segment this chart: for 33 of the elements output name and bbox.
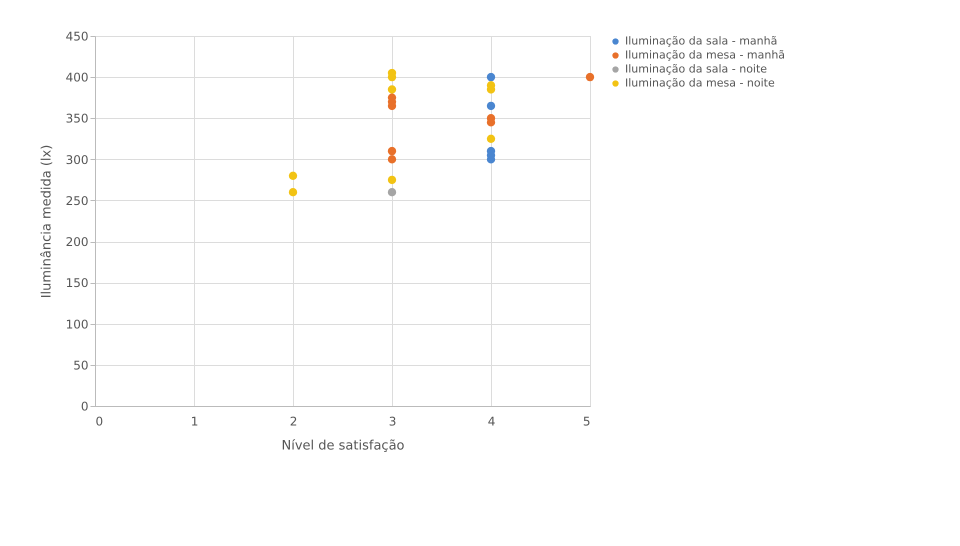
x-tick-label: 3 xyxy=(388,414,396,428)
x-tick-label: 0 xyxy=(96,414,104,428)
point xyxy=(486,72,496,82)
point xyxy=(388,146,396,156)
point xyxy=(586,72,594,82)
y-tick-label: 0 xyxy=(80,400,88,414)
x-axis-title: Nível de satisfação xyxy=(282,438,405,454)
legend-label: Iluminação da mesa - manhã xyxy=(625,48,786,62)
point xyxy=(486,102,496,110)
x-tick-label: 4 xyxy=(488,414,496,428)
legend-label: Iluminação da sala - manhã xyxy=(625,34,778,48)
y-tick-label: 200 xyxy=(66,235,88,250)
x-tick-label: 5 xyxy=(582,414,590,428)
point xyxy=(288,188,298,196)
point xyxy=(486,134,496,143)
legend-label: Iluminação da mesa - noite xyxy=(625,76,775,90)
point xyxy=(288,172,298,180)
x-tick-label: 2 xyxy=(290,414,298,428)
point xyxy=(388,85,396,94)
y-tick-label: 300 xyxy=(66,152,88,167)
point xyxy=(388,176,396,184)
legend-label: Iluminação da sala - noite xyxy=(625,62,768,76)
y-tick-label: 450 xyxy=(66,30,88,44)
point xyxy=(388,155,396,164)
y-tick-label: 400 xyxy=(66,70,88,85)
y-tick-label: 250 xyxy=(66,194,88,208)
y-tick-label: 150 xyxy=(66,276,88,290)
y-tick-label: 50 xyxy=(73,358,88,372)
y-axis-title: Iluminância medida (lx) xyxy=(40,144,55,298)
point xyxy=(388,188,396,196)
y-tick-label: 350 xyxy=(66,112,88,126)
y-tick-label: 100 xyxy=(66,317,88,332)
x-tick-label: 1 xyxy=(190,414,198,428)
